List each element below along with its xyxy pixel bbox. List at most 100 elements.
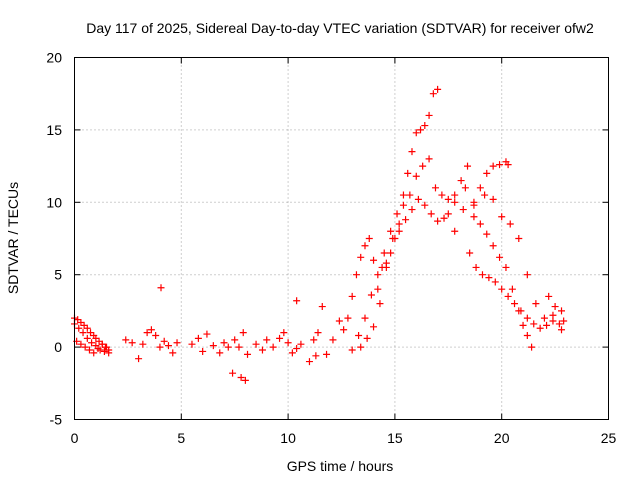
data-point bbox=[363, 334, 371, 342]
data-point bbox=[530, 320, 538, 328]
data-point bbox=[376, 300, 384, 308]
y-tick-label: 0 bbox=[54, 339, 62, 355]
data-point bbox=[498, 285, 506, 293]
data-point bbox=[382, 263, 390, 271]
data-point bbox=[498, 213, 506, 221]
data-point bbox=[451, 227, 459, 235]
data-point bbox=[425, 155, 433, 163]
data-point bbox=[545, 292, 553, 300]
data-point bbox=[434, 85, 442, 93]
data-point bbox=[258, 346, 266, 354]
data-point bbox=[431, 184, 439, 192]
y-axis-label: SDTVAR / TECUs bbox=[5, 182, 21, 294]
data-point bbox=[406, 191, 414, 199]
data-point bbox=[478, 271, 486, 279]
data-point bbox=[160, 337, 168, 345]
data-point bbox=[75, 324, 83, 332]
data-point bbox=[489, 162, 497, 170]
data-point bbox=[81, 343, 89, 351]
data-point bbox=[444, 210, 452, 218]
data-point bbox=[543, 321, 551, 329]
data-point bbox=[461, 184, 469, 192]
data-point bbox=[485, 274, 493, 282]
data-point bbox=[421, 201, 429, 209]
data-point bbox=[470, 201, 478, 209]
data-point bbox=[491, 278, 499, 286]
data-point bbox=[504, 161, 512, 169]
data-point bbox=[434, 217, 442, 225]
series-rise-a bbox=[323, 85, 442, 358]
data-point bbox=[352, 271, 360, 279]
x-axis-label: GPS time / hours bbox=[287, 458, 394, 474]
data-point bbox=[523, 271, 531, 279]
data-point bbox=[98, 340, 106, 348]
data-point bbox=[393, 210, 401, 218]
data-point bbox=[466, 249, 474, 257]
data-point bbox=[203, 330, 211, 338]
data-point bbox=[164, 342, 172, 350]
data-point bbox=[558, 326, 566, 334]
data-point bbox=[399, 191, 407, 199]
data-point bbox=[387, 249, 395, 257]
data-point bbox=[404, 169, 412, 177]
data-point bbox=[532, 300, 540, 308]
data-point bbox=[504, 292, 512, 300]
data-point bbox=[459, 206, 467, 214]
data-point bbox=[194, 334, 202, 342]
data-point bbox=[414, 195, 422, 203]
data-point bbox=[483, 169, 491, 177]
data-point bbox=[209, 342, 217, 350]
data-point bbox=[515, 235, 523, 242]
data-point bbox=[100, 347, 108, 355]
data-point bbox=[380, 249, 388, 257]
data-point bbox=[157, 284, 165, 292]
data-point bbox=[85, 346, 93, 354]
data-point bbox=[314, 329, 322, 337]
series-rise-b bbox=[348, 155, 459, 354]
series-early bbox=[71, 314, 113, 357]
data-point bbox=[231, 336, 239, 344]
y-tick-label: 15 bbox=[46, 122, 62, 138]
data-point bbox=[427, 210, 435, 218]
data-point bbox=[374, 271, 382, 279]
data-point bbox=[188, 340, 196, 348]
data-point bbox=[216, 349, 224, 357]
data-point bbox=[128, 339, 136, 347]
data-point bbox=[105, 349, 113, 357]
data-point bbox=[457, 177, 465, 185]
data-point bbox=[348, 346, 356, 354]
data-point bbox=[288, 349, 296, 357]
data-point bbox=[523, 332, 531, 340]
data-point bbox=[399, 201, 407, 209]
data-point bbox=[419, 162, 427, 170]
data-point bbox=[481, 191, 489, 199]
data-point bbox=[370, 323, 378, 331]
data-point bbox=[464, 162, 472, 170]
data-point bbox=[429, 90, 437, 98]
data-point bbox=[408, 206, 416, 214]
data-point bbox=[239, 329, 247, 337]
data-point bbox=[305, 358, 313, 366]
series-evening bbox=[444, 158, 568, 351]
data-point bbox=[511, 300, 519, 308]
x-tick-label: 20 bbox=[494, 430, 510, 446]
x-tick-label: 25 bbox=[601, 430, 617, 446]
data-point bbox=[425, 111, 433, 119]
data-point bbox=[169, 349, 177, 357]
data-point bbox=[335, 317, 343, 325]
data-point bbox=[357, 343, 365, 351]
data-point bbox=[395, 227, 403, 235]
chart-title: Day 117 of 2025, Sidereal Day-to-day VTE… bbox=[86, 20, 594, 36]
data-point bbox=[502, 263, 510, 271]
data-point bbox=[224, 343, 232, 351]
plot-frame bbox=[74, 57, 609, 420]
data-point bbox=[489, 242, 497, 250]
data-point bbox=[438, 191, 446, 199]
data-point bbox=[389, 235, 397, 242]
series-rise-c bbox=[357, 195, 448, 351]
data-point bbox=[506, 220, 514, 228]
data-point bbox=[357, 253, 365, 261]
data-point bbox=[519, 321, 527, 329]
y-tick-label: 10 bbox=[46, 194, 62, 210]
